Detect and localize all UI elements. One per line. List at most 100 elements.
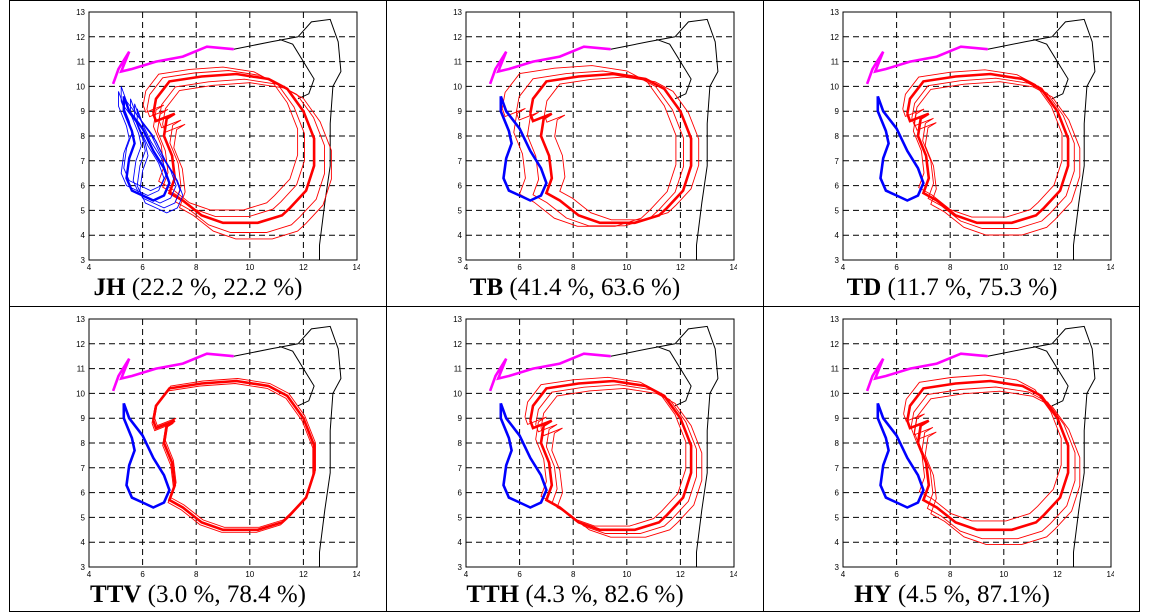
panel-stats: (4.5 %, 87.1%) <box>897 581 1050 608</box>
y-tick-label: 9 <box>81 414 86 423</box>
x-tick-label: 12 <box>299 263 308 270</box>
row-divider-middle <box>9 306 1140 307</box>
tongue-contour <box>906 379 1070 532</box>
tongue-contour <box>142 66 299 211</box>
x-tick-label: 4 <box>464 570 469 577</box>
panel-jh: 4 6 8 10 12 14 3 4 5 6 7 8 9 10 11 12 13 JH (22.2 %, 22.… <box>10 0 386 306</box>
y-tick-label: 12 <box>830 33 839 42</box>
y-tick-label: 5 <box>458 513 463 522</box>
y-tick-label: 7 <box>81 464 86 473</box>
pharynx-outline <box>656 345 692 407</box>
y-tick-label: 9 <box>458 107 463 116</box>
x-tick-label: 14 <box>353 263 360 270</box>
x-tick-label: 8 <box>194 263 199 270</box>
tongue-contour <box>911 77 1075 229</box>
x-tick-label: 10 <box>999 263 1008 270</box>
y-tick-label: 5 <box>458 206 463 215</box>
panel-stats: (22.2 %, 22.2 %) <box>131 274 303 301</box>
y-tick-label: 10 <box>453 389 462 398</box>
tongue-contour <box>152 379 316 532</box>
y-tick-label: 7 <box>458 464 463 473</box>
y-tick-label: 13 <box>830 315 839 324</box>
y-tick-label: 9 <box>835 107 840 116</box>
x-tick-label: 10 <box>245 263 254 270</box>
vocal-tract-outline <box>987 18 1096 260</box>
panel-td: 4 6 8 10 12 14 3 4 5 6 7 8 9 10 11 12 13 TD (11.7 %, 75.… <box>764 0 1140 306</box>
vocal-tract-outline <box>233 325 342 567</box>
y-tick-label: 10 <box>76 82 85 91</box>
panel-name: TB <box>469 274 504 301</box>
y-tick-label: 5 <box>81 206 86 215</box>
axes-box <box>88 318 358 568</box>
y-tick-label: 3 <box>81 256 86 265</box>
y-tick-label: 10 <box>830 389 839 398</box>
y-tick-label: 6 <box>835 489 840 498</box>
y-tick-label: 11 <box>77 58 86 67</box>
palate-contour <box>865 352 988 392</box>
x-tick-label: 8 <box>948 570 953 577</box>
y-tick-label: 10 <box>453 82 462 91</box>
palate-contour <box>865 45 988 85</box>
jaw-contour <box>499 402 548 509</box>
x-tick-label: 4 <box>87 263 92 270</box>
y-tick-label: 11 <box>77 365 86 374</box>
y-tick-label: 3 <box>458 256 463 265</box>
axes-box <box>88 11 358 261</box>
x-tick-label: 10 <box>999 570 1008 577</box>
tongue-contour <box>902 69 1063 218</box>
jaw-contour <box>122 95 171 202</box>
x-tick-label: 4 <box>464 263 469 270</box>
x-tick-label: 6 <box>140 570 145 577</box>
panel-stats: (4.3 %, 82.6 %) <box>525 581 684 608</box>
y-tick-label: 3 <box>81 563 86 572</box>
y-tick-label: 4 <box>81 231 86 240</box>
y-tick-label: 6 <box>81 182 86 191</box>
y-tick-label: 4 <box>458 231 463 240</box>
y-tick-label: 13 <box>453 315 462 324</box>
panel-name: JH <box>93 274 126 301</box>
plot-tb: 4 6 8 10 12 14 3 4 5 6 7 8 9 10 11 12 13 <box>437 0 737 270</box>
panel-tb: 4 6 8 10 12 14 3 4 5 6 7 8 9 10 11 12 13 TB (41.4 %, 63.… <box>387 0 763 306</box>
y-tick-label: 8 <box>835 439 840 448</box>
caption-hy: HY (4.5 %, 87.1%) <box>764 579 1140 611</box>
y-tick-label: 11 <box>831 58 840 67</box>
y-tick-label: 10 <box>830 82 839 91</box>
y-tick-label: 9 <box>458 414 463 423</box>
panel-name: TTV <box>90 581 142 608</box>
y-tick-label: 5 <box>835 206 840 215</box>
x-tick-label: 14 <box>730 263 737 270</box>
tongue-contour <box>913 390 1081 545</box>
y-tick-label: 6 <box>458 489 463 498</box>
x-tick-label: 8 <box>571 263 576 270</box>
row-divider-top <box>9 0 1140 1</box>
tongue-contour <box>146 70 305 217</box>
x-tick-label: 12 <box>299 570 308 577</box>
y-tick-label: 8 <box>458 132 463 141</box>
plot-ttv: 4 6 8 10 12 14 3 4 5 6 7 8 9 10 11 12 13 <box>60 307 360 577</box>
x-tick-label: 8 <box>571 570 576 577</box>
pharynx-outline <box>1033 345 1069 407</box>
x-tick-label: 6 <box>894 570 899 577</box>
vocal-tract-outline <box>610 18 719 260</box>
tongue-contour <box>151 383 314 533</box>
x-tick-label: 14 <box>353 570 360 577</box>
y-tick-label: 3 <box>458 563 463 572</box>
y-tick-label: 6 <box>458 182 463 191</box>
y-tick-label: 8 <box>835 132 840 141</box>
tongue-contour <box>529 379 693 532</box>
pharynx-outline <box>1033 38 1069 100</box>
x-tick-label: 12 <box>1053 570 1062 577</box>
pharynx-outline <box>279 345 315 407</box>
jaw-contour <box>120 86 168 192</box>
tongue-contour <box>903 374 1062 522</box>
tongue-contour <box>154 378 316 528</box>
tongue-contour <box>524 376 687 527</box>
palate-contour <box>488 352 611 392</box>
tongue-contour <box>535 384 697 534</box>
y-tick-label: 6 <box>81 489 86 498</box>
palate-contour <box>488 45 611 85</box>
